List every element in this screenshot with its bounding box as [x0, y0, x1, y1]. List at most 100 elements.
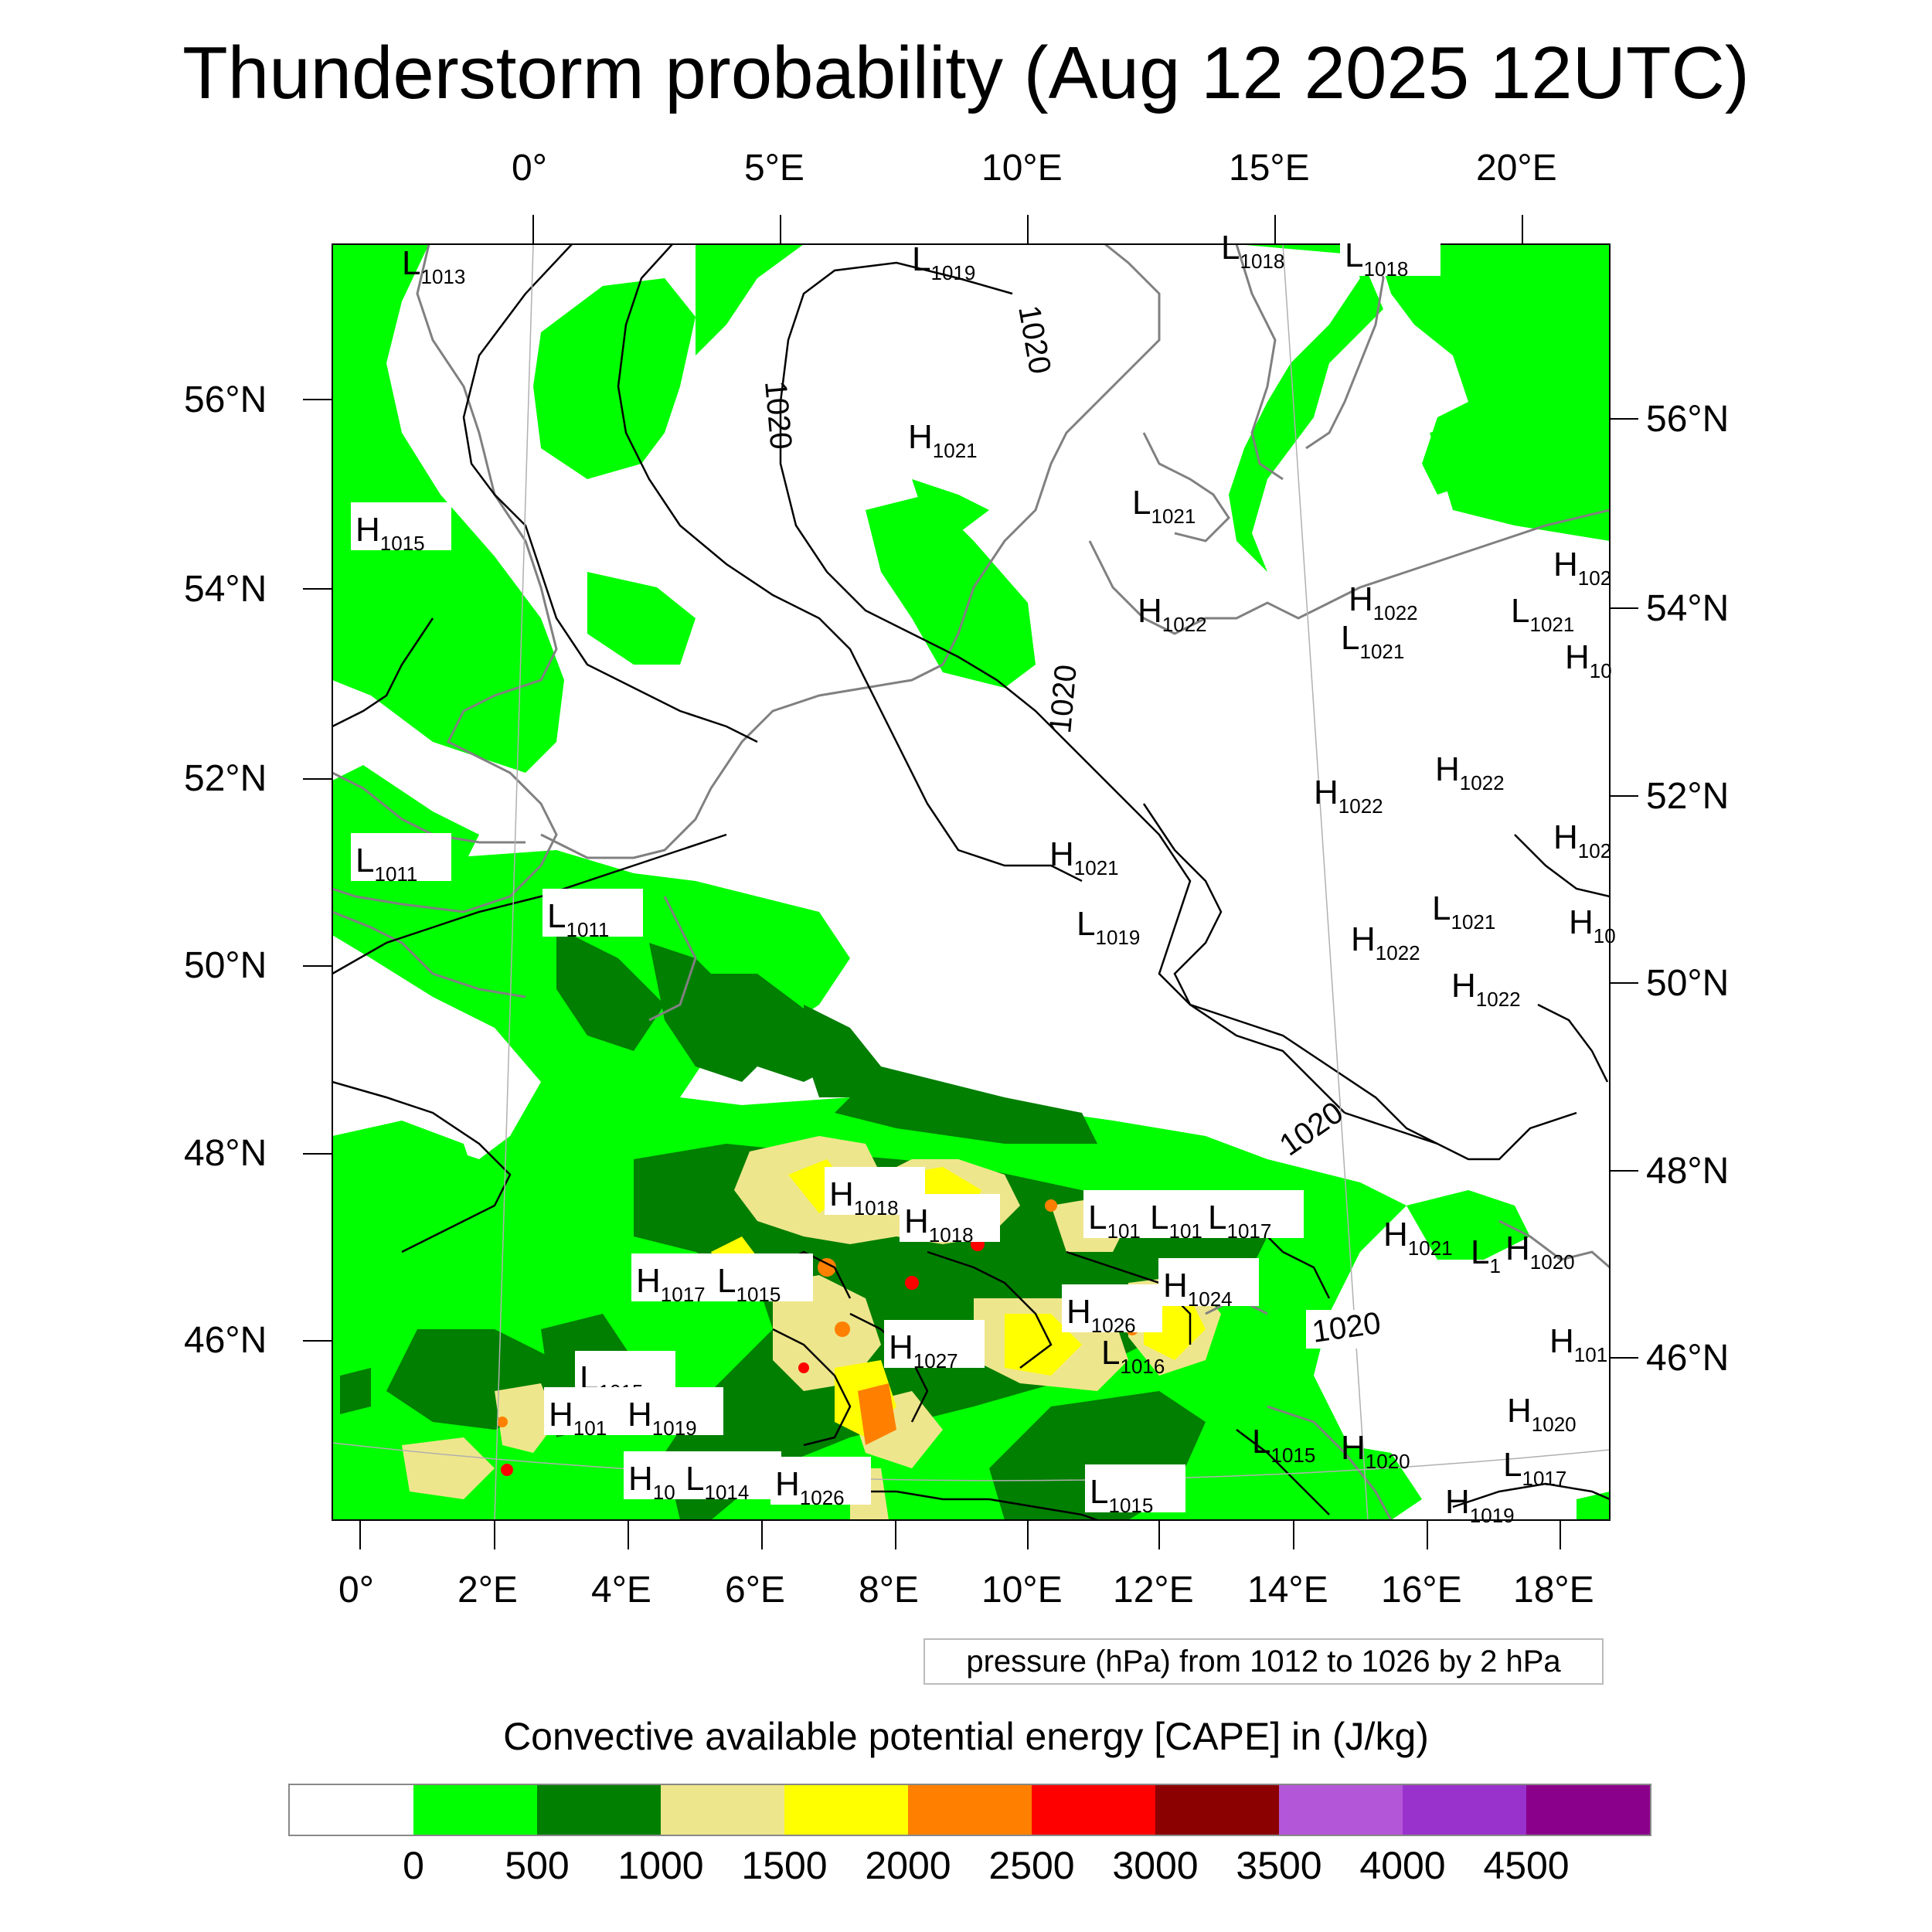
svg-text:H1026: H1026 — [1066, 1293, 1136, 1337]
left-axis-label: 56°N — [184, 379, 267, 420]
top-axis-label: 10°E — [981, 148, 1063, 189]
left-axis-label: 54°N — [184, 569, 267, 610]
svg-text:H1018: H1018 — [904, 1202, 974, 1247]
svg-text:L1021: L1021 — [1432, 889, 1495, 934]
pressure-centers: L1013 L1019 L1018 L1018 H1021 L1021 H1015 H1022… — [351, 228, 1616, 1527]
svg-text:H1027: H1027 — [889, 1328, 958, 1372]
high-pressure-label: H1022 — [1349, 580, 1418, 624]
colorbar-tick-label: 4000 — [1359, 1844, 1446, 1887]
right-axis-label: 48°N — [1646, 1151, 1730, 1192]
svg-text:L1021: L1021 — [1341, 619, 1404, 663]
left-axis-label: 48°N — [184, 1133, 267, 1174]
high-pressure-label: H1022 — [1351, 920, 1420, 964]
low-pressure-label: L1016 — [1101, 1334, 1165, 1378]
svg-text:L1014: L1014 — [685, 1460, 749, 1504]
bottom-axis-label: 16°E — [1381, 1570, 1462, 1611]
low-pressure-label: L1011 — [351, 833, 451, 886]
left-axis-label: 52°N — [184, 758, 267, 799]
low-pressure-label: L1017 — [1503, 1446, 1566, 1490]
svg-text:H101: H101 — [549, 1396, 607, 1440]
low-pressure-label: L1 — [1471, 1233, 1501, 1277]
bottom-axis-label: 4°E — [591, 1570, 651, 1611]
high-pressure-label: H1015 — [351, 502, 451, 555]
right-axis-label: 50°N — [1646, 963, 1730, 1004]
low-pressure-label: L1015 — [1252, 1423, 1315, 1467]
svg-text:H1019: H1019 — [1445, 1483, 1515, 1527]
bottom-axis-label: 2°E — [457, 1570, 518, 1611]
left-axis-label: 46°N — [184, 1320, 267, 1361]
bottom-axis-label: 0° — [338, 1570, 374, 1611]
svg-text:H101: H101 — [1549, 1322, 1607, 1366]
high-pressure-label: H1024 — [1158, 1258, 1259, 1311]
bottom-axis-label: 6°E — [725, 1570, 785, 1611]
svg-text:H1022: H1022 — [1451, 967, 1521, 1011]
high-pressure-label: H101 — [1549, 1322, 1607, 1366]
svg-text:H1021: H1021 — [1383, 1216, 1453, 1260]
svg-text:H1022: H1022 — [1435, 750, 1505, 794]
svg-text:L1021: L1021 — [1132, 484, 1196, 528]
high-pressure-label: H1018 — [900, 1194, 1000, 1247]
svg-text:H1022: H1022 — [1138, 592, 1207, 636]
low-pressure-label: L1014 — [681, 1451, 781, 1504]
right-axis-label: 54°N — [1646, 588, 1730, 629]
high-pressure-label: H10 — [1569, 903, 1616, 947]
low-pressure-label: L1018 — [1340, 228, 1440, 281]
svg-text:H1018: H1018 — [829, 1175, 899, 1219]
high-pressure-label: H1020 — [1505, 1230, 1575, 1274]
chart-title: Thunderstorm probability (Aug 12 2025 12… — [182, 32, 1750, 114]
colorbar-title: Convective available potential energy [C… — [503, 1715, 1429, 1758]
svg-text:H10: H10 — [1565, 638, 1612, 682]
svg-text:H1017: H1017 — [636, 1262, 706, 1306]
right-axis-label: 56°N — [1646, 399, 1730, 440]
top-axis-label: 20°E — [1476, 148, 1557, 189]
top-axis-label: 15°E — [1229, 148, 1310, 189]
low-pressure-label: L1011 — [543, 889, 643, 941]
low-pressure-label: L1021 — [1341, 619, 1404, 663]
high-pressure-label: H1019 — [623, 1387, 723, 1440]
colorbar-tick-label: 4500 — [1483, 1844, 1570, 1887]
top-axis-label: 0° — [512, 148, 547, 189]
svg-text:H1022: H1022 — [1349, 580, 1418, 624]
svg-text:H1022: H1022 — [1351, 920, 1420, 964]
bottom-axis-label: 10°E — [981, 1570, 1063, 1611]
high-pressure-label: H1026 — [770, 1457, 871, 1509]
low-pressure-label: L1019 — [912, 240, 975, 284]
colorbar-swatch — [1032, 1785, 1155, 1835]
svg-text:H1024: H1024 — [1163, 1267, 1233, 1311]
svg-text:L1016: L1016 — [1101, 1334, 1165, 1378]
high-pressure-label: H1020 — [1341, 1429, 1410, 1473]
svg-text:H1022: H1022 — [1314, 774, 1383, 818]
isobar-label: 1020 — [1043, 663, 1083, 734]
svg-text:L101: L101 — [1088, 1199, 1141, 1243]
svg-text:L1018: L1018 — [1345, 236, 1408, 281]
high-pressure-label: H1021 — [1383, 1216, 1453, 1260]
top-axis-label: 5°E — [744, 148, 804, 189]
colorbar-tick-label: 1500 — [741, 1844, 828, 1887]
svg-text:L1021: L1021 — [1511, 592, 1574, 636]
right-axis-label: 52°N — [1646, 776, 1730, 817]
high-pressure-label: H1022 — [1451, 967, 1521, 1011]
svg-text:L1018: L1018 — [1221, 229, 1284, 273]
high-pressure-label: H102 — [1553, 818, 1611, 862]
svg-text:L1017: L1017 — [1208, 1199, 1271, 1243]
svg-text:L1015: L1015 — [1090, 1473, 1153, 1517]
high-pressure-label: H101 — [544, 1387, 629, 1440]
high-pressure-label: H1022 — [1314, 774, 1383, 818]
colorbar-tick-label: 0 — [403, 1844, 424, 1887]
colorbar-swatch — [537, 1785, 661, 1835]
colorbar-swatch — [413, 1785, 537, 1835]
svg-text:L101: L101 — [1150, 1199, 1202, 1243]
high-pressure-label: H1021 — [908, 418, 978, 462]
svg-text:L1015: L1015 — [717, 1262, 781, 1306]
left-axis-label: 50°N — [184, 945, 267, 986]
colorbar-tick-label: 3500 — [1236, 1844, 1322, 1887]
high-pressure-label: H1022 — [1435, 750, 1505, 794]
bottom-axis-label: 12°E — [1113, 1570, 1194, 1611]
svg-text:H1021: H1021 — [1049, 835, 1119, 879]
svg-text:L1019: L1019 — [1077, 905, 1140, 949]
colorbar-swatch — [1403, 1785, 1526, 1835]
high-pressure-label: H1027 — [884, 1320, 985, 1372]
low-pressure-label: L1017 — [1203, 1190, 1304, 1243]
svg-text:H1020: H1020 — [1341, 1429, 1410, 1473]
